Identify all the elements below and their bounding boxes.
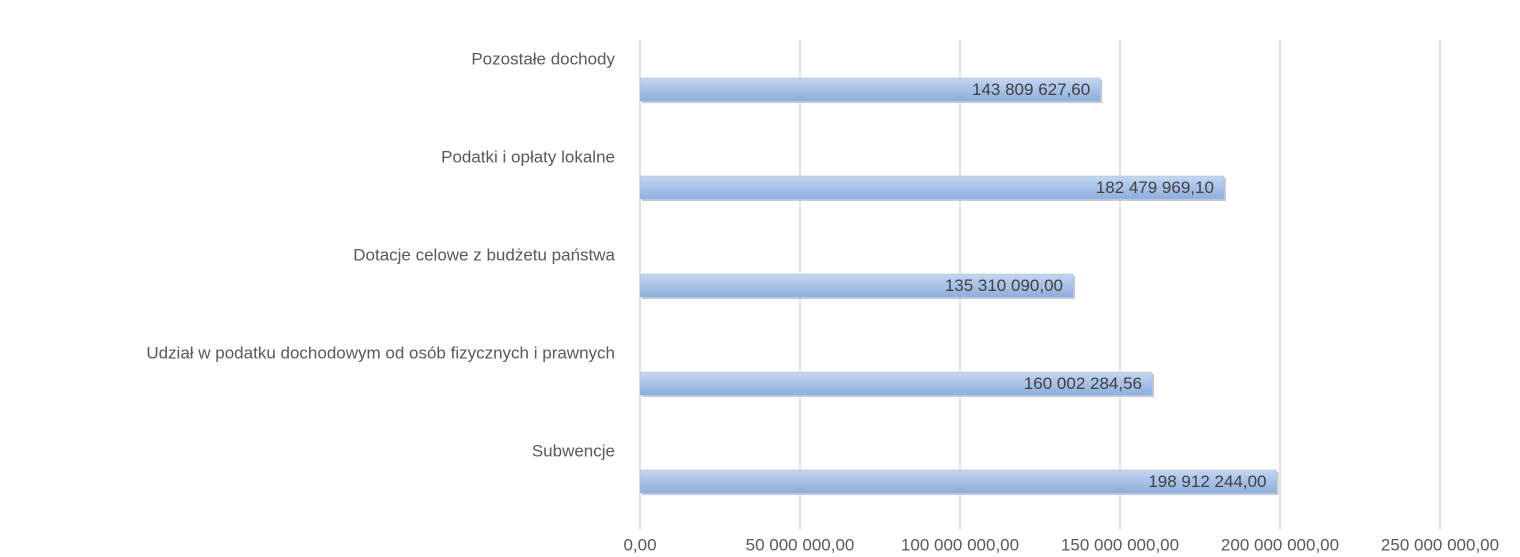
category-label: Podatki i opłaty lokalne <box>441 147 615 166</box>
category-label: Dotacje celowe z budżetu państwa <box>353 245 615 264</box>
category-label: Pozostałe dochody <box>471 49 615 68</box>
category-label: Subwencje <box>532 441 615 460</box>
bar <box>639 175 1225 200</box>
bar <box>639 469 1277 494</box>
bar <box>639 77 1101 102</box>
category-label: Udział w podatku dochodowym od osób fizy… <box>146 343 615 362</box>
value-label: 160 002 284,56 <box>1024 374 1142 393</box>
x-tick-label: 150 000 000,00 <box>1061 535 1179 554</box>
value-label: 143 809 627,60 <box>972 80 1090 99</box>
value-label: 135 310 090,00 <box>945 276 1063 295</box>
x-tick-label: 100 000 000,00 <box>901 535 1019 554</box>
x-tick-label: 200 000 000,00 <box>1221 535 1339 554</box>
bar <box>639 371 1153 396</box>
value-label: 182 479 969,10 <box>1096 178 1214 197</box>
value-label: 198 912 244,00 <box>1148 472 1266 491</box>
bar <box>639 273 1074 298</box>
x-tick-label: 250 000 000,00 <box>1381 535 1499 554</box>
x-tick-label: 0,00 <box>623 535 656 554</box>
x-tick-label: 50 000 000,00 <box>746 535 855 554</box>
